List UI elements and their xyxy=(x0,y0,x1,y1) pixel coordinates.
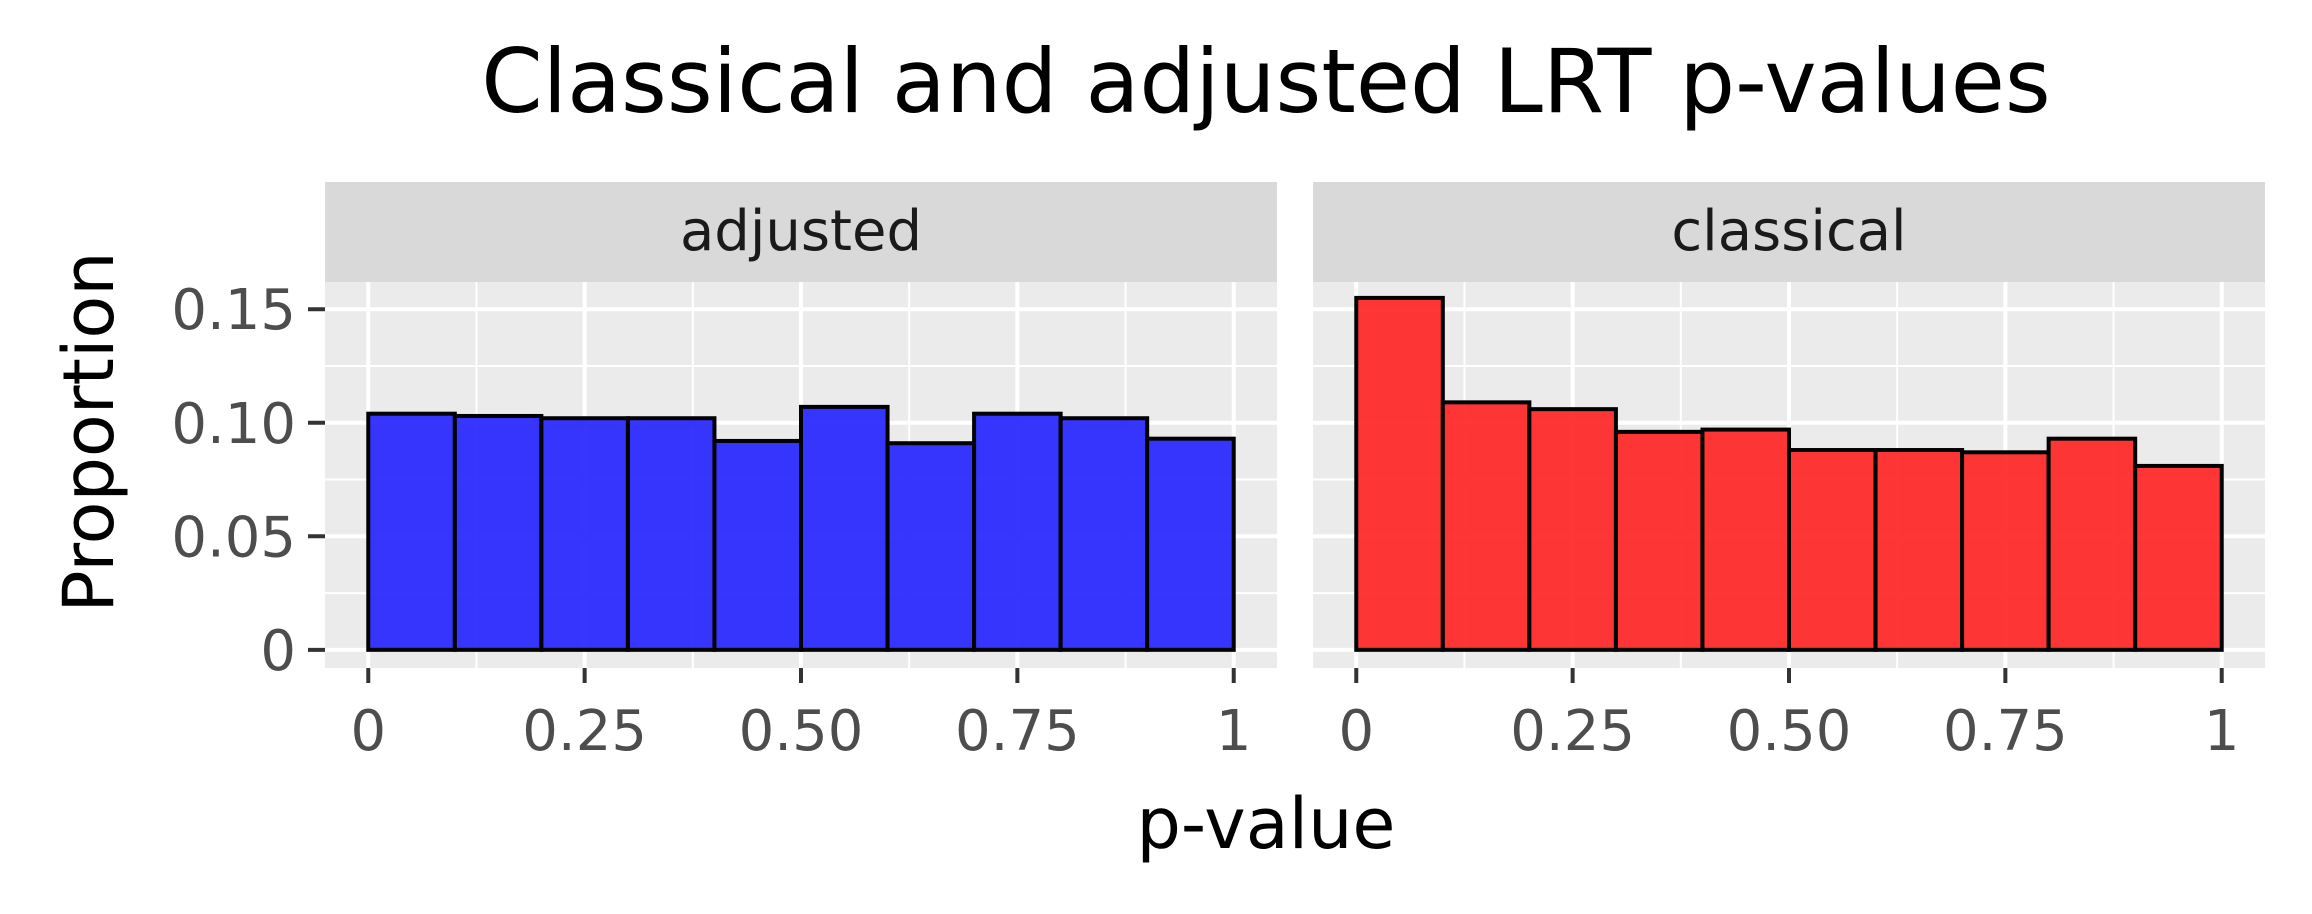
bar xyxy=(366,411,457,652)
y-tick-label: 0 xyxy=(260,619,296,684)
y-tick-label: 0.05 xyxy=(171,505,296,570)
bar xyxy=(972,411,1063,652)
bar xyxy=(1145,436,1236,652)
bar xyxy=(1787,448,1878,652)
bar xyxy=(1527,407,1618,652)
bar xyxy=(1700,427,1792,652)
bar xyxy=(1613,429,1705,652)
x-tick-label: 0.25 xyxy=(1510,699,1635,764)
bar xyxy=(712,438,803,652)
panel-adjusted: adjusted 0 0.25 0.50 0.75 1 xyxy=(325,182,1277,764)
x-axis-classical: 0 0.25 0.50 0.75 1 xyxy=(1338,668,2240,764)
chart-title: Classical and adjusted LRT p-values xyxy=(481,30,2051,133)
bar xyxy=(1873,448,1965,652)
x-axis-title: p-value xyxy=(1136,783,1395,865)
facet-strip-label: adjusted xyxy=(680,199,922,264)
bar xyxy=(539,416,630,652)
bar xyxy=(1354,295,1445,652)
y-axis: 0 0.05 0.10 0.15 xyxy=(171,278,325,684)
x-axis-adjusted: 0 0.25 0.50 0.75 1 xyxy=(350,668,1252,764)
bar xyxy=(625,416,717,652)
x-tick-label: 0.25 xyxy=(522,699,647,764)
bar xyxy=(885,441,977,652)
x-tick-label: 0.75 xyxy=(955,699,1080,764)
bar xyxy=(2046,436,2138,652)
y-tick-label: 0.10 xyxy=(171,392,296,457)
x-tick-label: 1 xyxy=(2204,699,2240,764)
y-tick-label: 0.15 xyxy=(171,278,296,343)
bar xyxy=(1058,416,1150,652)
y-axis-title: Proportion xyxy=(48,251,130,612)
bar xyxy=(799,404,890,652)
x-tick-label: 0.50 xyxy=(739,699,864,764)
x-tick-label: 0 xyxy=(350,699,386,764)
x-tick-label: 0.50 xyxy=(1727,699,1852,764)
bars-classical xyxy=(1354,295,2224,652)
facet-strip xyxy=(325,182,1277,282)
panel-classical: classical 0 0.25 0.50 0.75 1 xyxy=(1313,182,2265,764)
bar xyxy=(452,413,544,652)
bars-adjusted xyxy=(366,404,1236,652)
x-tick-label: 1 xyxy=(1216,699,1252,764)
facet-strip xyxy=(1313,182,2265,282)
facet-strip-label: classical xyxy=(1671,199,1906,264)
x-tick-label: 0.75 xyxy=(1943,699,2068,764)
bar xyxy=(1440,400,1532,652)
x-tick-label: 0 xyxy=(1338,699,1374,764)
bar xyxy=(1960,450,2051,652)
bar xyxy=(2133,463,2224,652)
